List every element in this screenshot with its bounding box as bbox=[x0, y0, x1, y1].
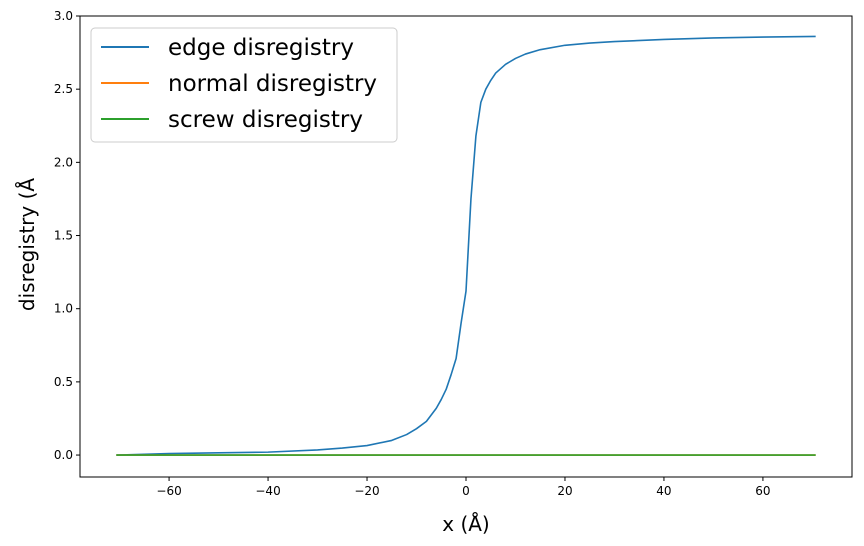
legend: edge disregistry normal disregistry screw … bbox=[90, 27, 398, 143]
y-tick-label: 0.0 bbox=[54, 448, 73, 462]
x-tick-label: 0 bbox=[462, 484, 470, 498]
y-tick-label: 1.0 bbox=[54, 302, 73, 316]
legend-entry-label: normal disregistry bbox=[168, 71, 377, 97]
series-line-edge-disregistry bbox=[116, 35, 816, 456]
series-layer bbox=[116, 35, 816, 456]
x-tick-label: −20 bbox=[354, 484, 379, 498]
y-tick-label: 2.5 bbox=[54, 82, 73, 96]
y-tick-label: 3.0 bbox=[54, 9, 73, 23]
legend-box bbox=[90, 27, 398, 143]
x-axis-label: x (Å) bbox=[442, 512, 489, 536]
x-axis-ticks: −60 −40 −20 0 20 40 60 bbox=[156, 477, 771, 498]
x-tick-label: 40 bbox=[656, 484, 671, 498]
x-tick-label: 20 bbox=[557, 484, 572, 498]
y-tick-label: 0.5 bbox=[54, 375, 73, 389]
y-axis-label: disregistry (Å bbox=[15, 178, 39, 311]
x-tick-label: 60 bbox=[755, 484, 770, 498]
y-tick-label: 1.5 bbox=[54, 229, 73, 243]
legend-entry-label: screw disregistry bbox=[168, 107, 363, 133]
x-tick-label: −40 bbox=[255, 484, 280, 498]
x-tick-label: −60 bbox=[156, 484, 181, 498]
y-tick-label: 2.0 bbox=[54, 155, 73, 169]
y-axis-ticks: 0.0 0.5 1.0 1.5 2.0 2.5 3.0 bbox=[54, 9, 80, 462]
legend-entry-label: edge disregistry bbox=[168, 35, 354, 61]
